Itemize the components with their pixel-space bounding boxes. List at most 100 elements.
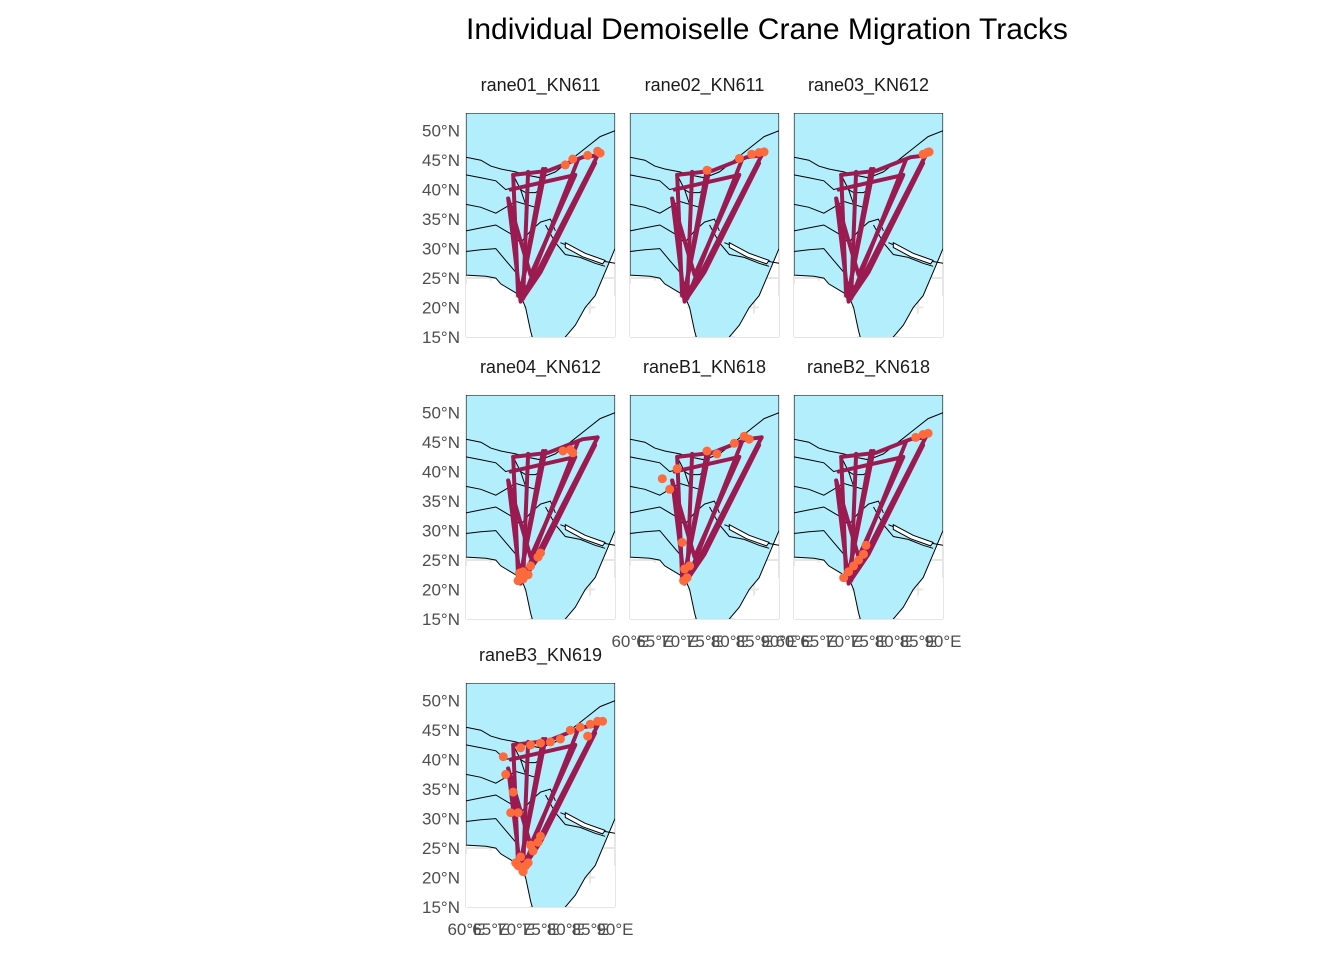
y-tick-label: 35°N xyxy=(422,780,460,799)
x-tick-label: 80°E xyxy=(547,920,584,939)
facet-panel-craneB3_KN619: raneB3_KN619 15°N 20°N 25°N 30°N 35°N 40°N 45°N… xyxy=(422,645,634,939)
track-line xyxy=(506,731,598,874)
y-tick-label: 45°N xyxy=(422,721,460,740)
country-border xyxy=(676,456,691,487)
country-border xyxy=(840,456,855,487)
y-tick-label: 45°N xyxy=(422,151,460,170)
location-points xyxy=(513,445,578,586)
location-point xyxy=(515,568,525,578)
facet-panels: rane01_KN611 15°N 20°N 25°N 30°N 35°N 40°N 45°N… xyxy=(422,75,962,939)
location-point xyxy=(677,537,687,547)
x-tick-label: 80°E xyxy=(711,632,748,651)
country-border xyxy=(676,174,691,205)
y-tick-label: 20°N xyxy=(422,869,460,888)
x-tick-label: 60°E xyxy=(611,632,648,651)
nepal-region xyxy=(728,523,770,547)
location-points xyxy=(702,147,769,175)
track-line xyxy=(670,443,762,586)
location-points xyxy=(918,147,934,159)
x-tick-label: 70°E xyxy=(497,920,534,939)
y-tick-label: 20°N xyxy=(422,299,460,318)
arabian-sea xyxy=(794,562,858,619)
y-axis: 15°N 20°N 25°N 30°N 35°N 40°N 45°N 50°N xyxy=(422,122,460,347)
y-tick-label: 25°N xyxy=(422,839,460,858)
y-tick-label: 40°N xyxy=(422,181,460,200)
y-tick-label: 35°N xyxy=(422,210,460,229)
location-point xyxy=(506,808,516,818)
facet-panel-craneB2_KN618: raneB2_KN618 60°E65°E70°E75°E80°E85°E90°E xyxy=(775,357,961,651)
location-point xyxy=(859,549,868,559)
location-point xyxy=(923,428,933,438)
track-line xyxy=(849,158,908,301)
nepal-region xyxy=(728,241,770,265)
bay-of-bengal xyxy=(898,577,943,619)
arabian-sea xyxy=(466,562,530,619)
location-point xyxy=(521,861,531,871)
x-tick-label: 60°E xyxy=(447,920,484,939)
y-tick-label: 50°N xyxy=(422,122,460,141)
track-line xyxy=(682,167,712,295)
y-tick-label: 40°N xyxy=(422,751,460,770)
basemap xyxy=(466,395,615,619)
location-point xyxy=(516,852,526,862)
bay-of-bengal xyxy=(570,577,615,619)
y-tick-label: 30°N xyxy=(422,522,460,541)
country-border xyxy=(794,412,943,461)
facet-label: rane01_KN611 xyxy=(481,75,601,96)
location-point xyxy=(657,474,667,484)
location-point xyxy=(598,716,608,726)
location-point xyxy=(526,840,536,850)
y-tick-label: 20°N xyxy=(422,581,460,600)
country-border xyxy=(630,412,779,461)
x-tick-label: 70°E xyxy=(825,632,862,651)
location-point xyxy=(759,147,769,157)
x-tick-label: 75°E xyxy=(850,632,887,651)
location-point xyxy=(844,567,854,577)
location-point xyxy=(575,722,585,732)
nepal-region xyxy=(564,241,606,265)
track-line xyxy=(834,443,926,586)
location-point xyxy=(523,570,533,580)
facet-panel-crane01_KN611: rane01_KN611 15°N 20°N 25°N 30°N 35°N 40°N 45°N… xyxy=(422,75,616,347)
basemap xyxy=(630,395,779,619)
bay-of-bengal xyxy=(734,295,779,337)
location-point xyxy=(516,743,526,753)
location-points xyxy=(560,146,605,170)
location-point xyxy=(839,573,849,583)
arabian-sea xyxy=(794,280,858,337)
location-point xyxy=(665,484,675,494)
track-line xyxy=(685,158,744,301)
track-line xyxy=(518,167,548,295)
location-point xyxy=(685,561,695,571)
x-tick-label: 90°E xyxy=(760,632,797,651)
facet-label: raneB2_KN618 xyxy=(807,357,930,378)
x-tick-label: 80°E xyxy=(875,632,912,651)
y-tick-label: 50°N xyxy=(422,404,460,423)
bay-of-bengal xyxy=(570,295,615,337)
y-tick-label: 25°N xyxy=(422,269,460,288)
basemap xyxy=(466,683,615,907)
country-border xyxy=(630,130,779,179)
x-tick-label: 65°E xyxy=(800,632,837,651)
bay-of-bengal xyxy=(898,295,943,337)
location-point xyxy=(583,150,593,160)
location-point xyxy=(747,149,757,159)
location-point xyxy=(712,449,722,459)
x-tick-label: 75°E xyxy=(522,920,559,939)
x-axis: 60°E65°E70°E75°E80°E85°E90°E xyxy=(447,920,633,939)
facet-label: raneB1_KN618 xyxy=(643,357,766,378)
location-point xyxy=(501,769,511,779)
bay-of-bengal xyxy=(570,865,615,907)
location-point xyxy=(702,165,712,175)
basemap xyxy=(630,113,779,337)
basemap xyxy=(794,113,943,337)
track-line xyxy=(839,153,928,177)
location-point xyxy=(526,740,536,750)
migration-tracks xyxy=(834,153,928,304)
x-tick-label: 75°E xyxy=(686,632,723,651)
location-point xyxy=(568,154,578,164)
x-tick-label: 70°E xyxy=(661,632,698,651)
x-axis: 60°E65°E70°E75°E80°E85°E90°E xyxy=(611,632,797,651)
location-point xyxy=(679,576,689,586)
location-point xyxy=(849,561,859,571)
